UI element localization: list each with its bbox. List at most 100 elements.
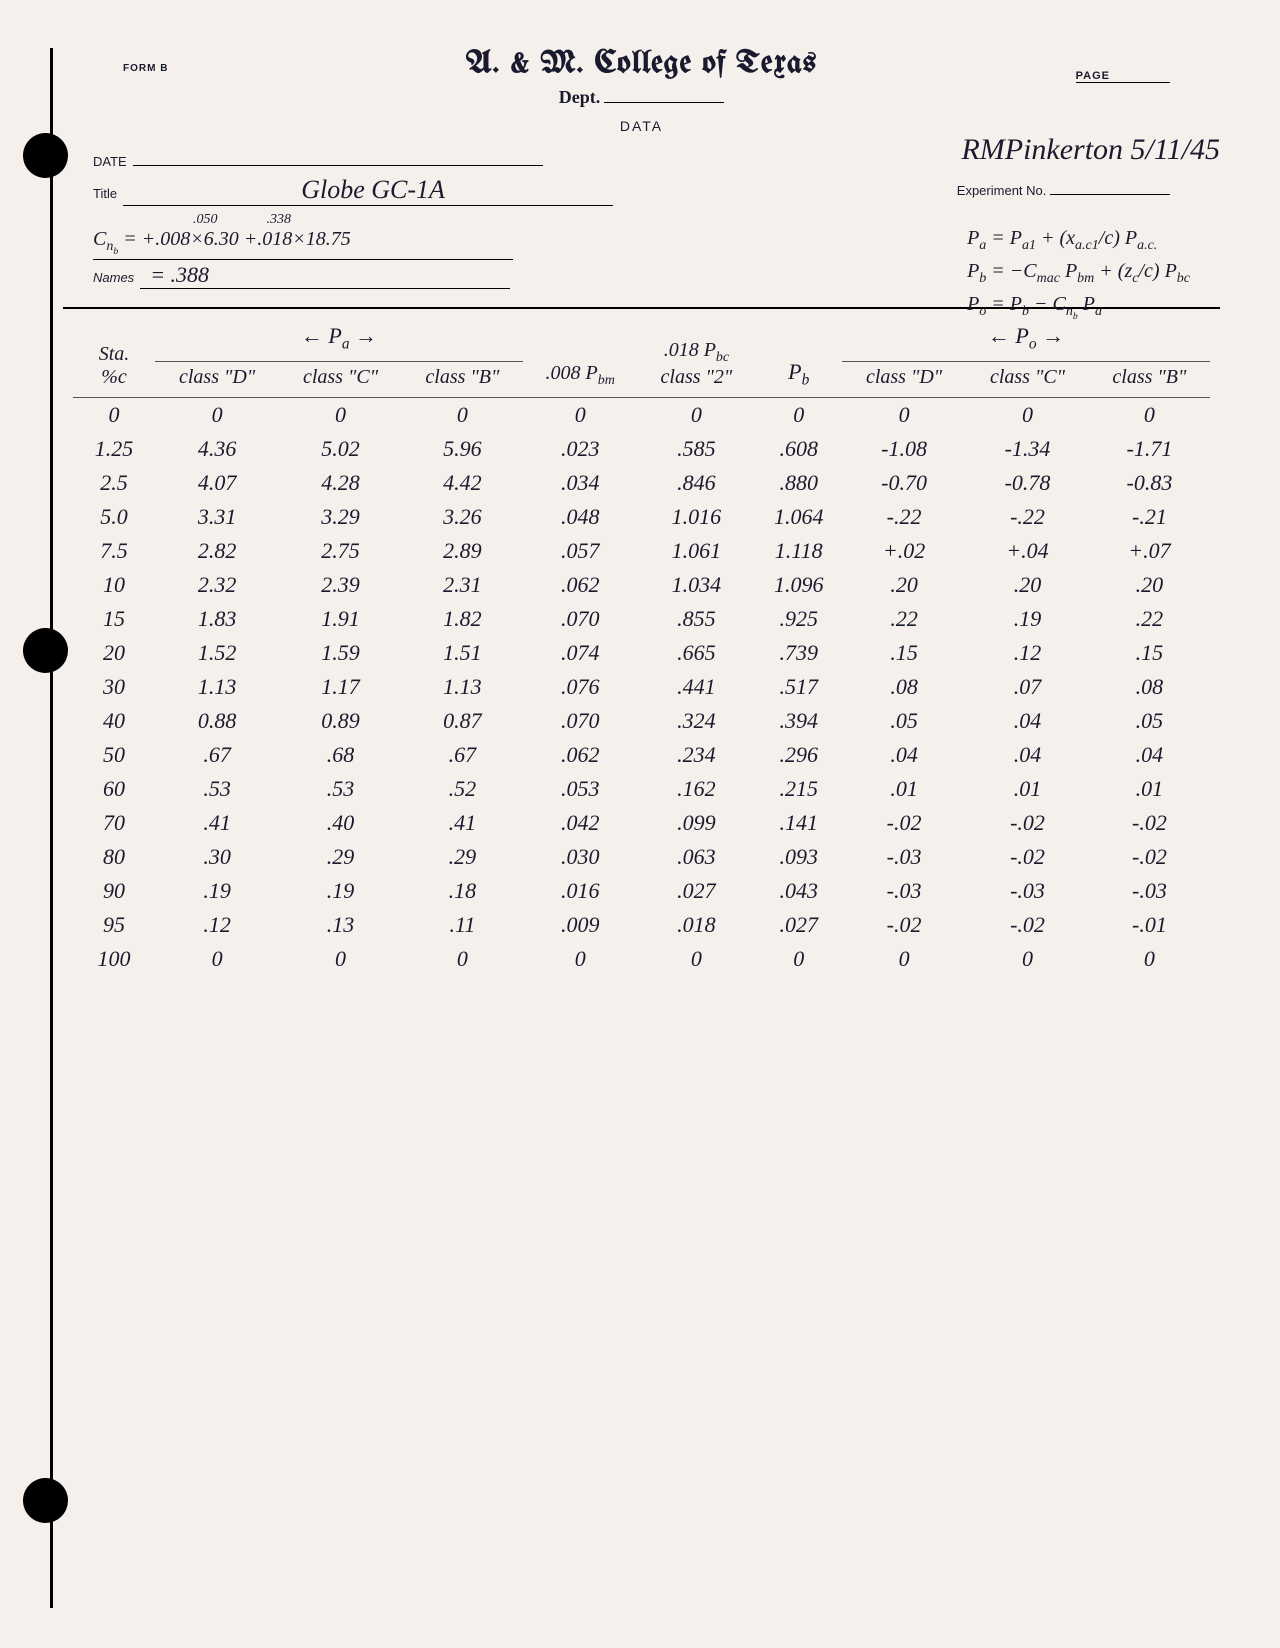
table-cell: 0 (279, 942, 402, 976)
table-cell: .076 (523, 670, 638, 704)
table-cell: .05 (842, 704, 966, 738)
table-row: 95.12.13.11.009.018.027-.02-.02-.01 (73, 908, 1210, 942)
group-pa: Pa (155, 319, 523, 362)
table-cell: .074 (523, 636, 638, 670)
table-row: 70.41.40.41.042.099.141-.02-.02-.02 (73, 806, 1210, 840)
table-cell: 60 (73, 772, 155, 806)
table-cell: 2.82 (155, 534, 279, 568)
table-cell: 1.17 (279, 670, 402, 704)
table-row: 2.54.074.284.42.034.846.880-0.70-0.78-0.… (73, 466, 1210, 500)
table-row: 90.19.19.18.016.027.043-.03-.03-.03 (73, 874, 1210, 908)
names-label: Names (93, 270, 134, 285)
table-row: 50.67.68.67.062.234.296.04.04.04 (73, 738, 1210, 772)
date-value (133, 165, 543, 166)
table-cell: 0 (73, 398, 155, 433)
table-cell: 5.02 (279, 432, 402, 466)
table-cell: .19 (279, 874, 402, 908)
punch-hole (23, 1478, 68, 1523)
table-cell: .08 (1089, 670, 1210, 704)
table-cell: -.02 (966, 806, 1089, 840)
col-sta: Sta.%c (73, 319, 155, 398)
col-po-d: class "D" (842, 362, 966, 398)
col-pa-b: class "B" (402, 362, 523, 398)
table-cell: .215 (755, 772, 842, 806)
table-row: 1.254.365.025.96.023.585.608-1.08-1.34-1… (73, 432, 1210, 466)
table-cell: .13 (279, 908, 402, 942)
table-cell: -.02 (966, 840, 1089, 874)
table-cell: .30 (155, 840, 279, 874)
table-cell: 90 (73, 874, 155, 908)
college-title: A. & M. College of Texas (53, 48, 1230, 81)
table-cell: -.22 (842, 500, 966, 534)
table-cell: 1.13 (402, 670, 523, 704)
table-cell: -.02 (842, 806, 966, 840)
table-cell: -1.71 (1089, 432, 1210, 466)
title-value: Globe GC-1A (123, 175, 613, 206)
table-cell: .048 (523, 500, 638, 534)
table-cell: 1.034 (637, 568, 755, 602)
table-cell: 4.28 (279, 466, 402, 500)
table-cell: .062 (523, 568, 638, 602)
table-cell: .19 (155, 874, 279, 908)
table-cell: -.02 (842, 908, 966, 942)
table-cell: .67 (402, 738, 523, 772)
table-row: 7.52.822.752.89.0571.0611.118+.02+.04+.0… (73, 534, 1210, 568)
table-cell: -.02 (966, 908, 1089, 942)
table-cell: 0 (402, 942, 523, 976)
table-cell: 10 (73, 568, 155, 602)
table-cell: 1.096 (755, 568, 842, 602)
table-cell: .608 (755, 432, 842, 466)
table-cell: +.02 (842, 534, 966, 568)
header-fields: DATE Title Globe GC-1A (93, 154, 1190, 206)
table-cell: .016 (523, 874, 638, 908)
table-cell: 100 (73, 942, 155, 976)
table-cell: .04 (1089, 738, 1210, 772)
table-cell: 0 (523, 398, 638, 433)
table-cell: 0 (1089, 942, 1210, 976)
table-cell: 0 (966, 398, 1089, 433)
table-cell: 3.31 (155, 500, 279, 534)
data-heading: DATA (53, 118, 1230, 134)
table-cell: .441 (637, 670, 755, 704)
table-cell: -.21 (1089, 500, 1210, 534)
table-cell: 1.25 (73, 432, 155, 466)
date-label: DATE (93, 154, 127, 169)
dept-line: Dept. (53, 87, 1230, 108)
table-cell: .40 (279, 806, 402, 840)
table-cell: 1.83 (155, 602, 279, 636)
table-cell: 2.89 (402, 534, 523, 568)
table-cell: 2.32 (155, 568, 279, 602)
table-row: 0000000000 (73, 398, 1210, 433)
data-sheet-page: FORM B PAGE A. & M. College of Texas Dep… (50, 48, 1230, 1608)
table-cell: .22 (1089, 602, 1210, 636)
table-cell: .20 (966, 568, 1089, 602)
table-cell: 1.064 (755, 500, 842, 534)
table-cell: .070 (523, 602, 638, 636)
page-number-label: PAGE (1076, 70, 1170, 83)
table-cell: .67 (155, 738, 279, 772)
table-cell: .063 (637, 840, 755, 874)
table-cell: .093 (755, 840, 842, 874)
table-cell: 1.51 (402, 636, 523, 670)
table-cell: -.03 (1089, 874, 1210, 908)
table-cell: 0 (402, 398, 523, 433)
table-cell: 15 (73, 602, 155, 636)
table-row: 400.880.890.87.070.324.394.05.04.05 (73, 704, 1210, 738)
data-table-wrap: Sta.%c Pa .008 Pbm .018 Pbcclass "2" Pb … (73, 319, 1210, 976)
table-cell: 2.5 (73, 466, 155, 500)
punch-hole (23, 133, 68, 178)
table-cell: -.03 (842, 874, 966, 908)
table-cell: 0 (842, 942, 966, 976)
table-cell: .043 (755, 874, 842, 908)
title-label: Title (93, 186, 117, 201)
table-cell: +.04 (966, 534, 1089, 568)
table-cell: .394 (755, 704, 842, 738)
table-cell: 4.42 (402, 466, 523, 500)
table-cell: 20 (73, 636, 155, 670)
table-cell: .070 (523, 704, 638, 738)
table-cell: .20 (1089, 568, 1210, 602)
formula-block: Pa = Pa1 + (xa.c1/c) Pa.c. Pb = −Cmac Pb… (967, 223, 1190, 324)
formula-2: Pb = −Cmac Pbm + (zc/c) Pbc (967, 256, 1190, 289)
table-cell: -.01 (1089, 908, 1210, 942)
table-cell: .042 (523, 806, 638, 840)
